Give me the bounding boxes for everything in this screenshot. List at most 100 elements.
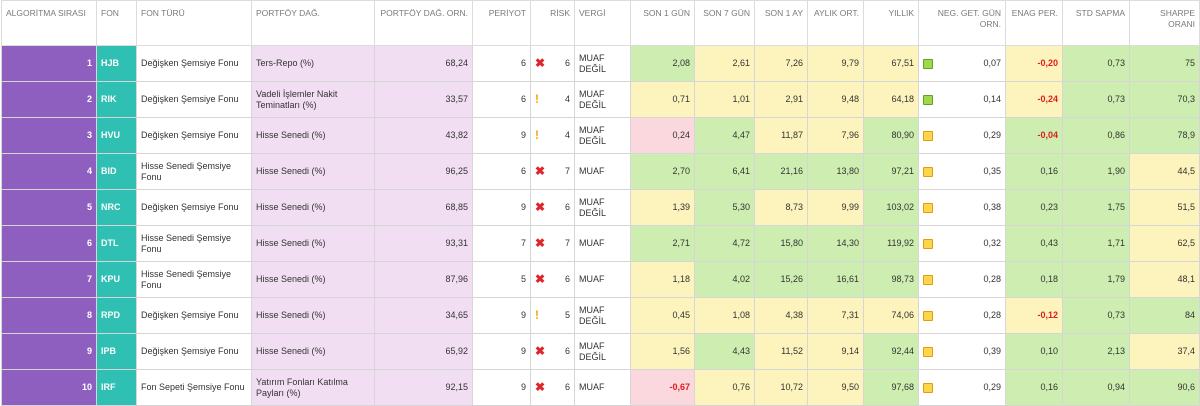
risk-cell: ✖ 6 — [530, 45, 575, 82]
risk-value: 6 — [564, 274, 570, 284]
fund-type-cell: Hisse Senedi Şemsiye Fonu — [136, 261, 252, 298]
status-square-icon — [923, 202, 933, 213]
header-std[interactable]: STD SAPMA — [1062, 0, 1130, 46]
header-periyot[interactable]: PERİYOT — [472, 0, 531, 46]
header-fon-turu[interactable]: FON TÜRÜ — [136, 0, 252, 46]
status-square-icon — [923, 238, 933, 249]
fund-code-link[interactable]: RPD — [96, 297, 137, 334]
status-square-icon — [923, 310, 933, 321]
son1-cell: -0,67 — [630, 369, 695, 406]
header-aylik[interactable]: AYLIK ORT. — [807, 0, 864, 46]
fund-code-link[interactable]: NRC — [96, 189, 137, 226]
risk-cell: ✖ 6 — [530, 189, 575, 226]
table-row[interactable]: 7 KPU Hisse Senedi Şemsiye Fonu Hisse Sened… — [1, 261, 1200, 298]
risk-value: 6 — [564, 382, 570, 392]
enag-cell: -0,20 — [1005, 45, 1063, 82]
period-cell: 9 — [472, 189, 531, 226]
table-row[interactable]: 8 RPD Değişken Şemsiye Fonu Hisse Senedi (%… — [1, 297, 1200, 334]
status-square-icon — [923, 382, 933, 393]
neg-days-cell: 0,07 — [918, 45, 1006, 82]
monthly-avg-cell: 9,99 — [807, 189, 864, 226]
portfolio-ratio-cell: 33,57 — [374, 81, 473, 118]
table-row[interactable]: 10 IRF Fon Sepeti Şemsiye Fonu Yatırım Fonl… — [1, 369, 1200, 406]
son1ay-cell: 10,72 — [754, 369, 808, 406]
portfolio-ratio-cell: 68,24 — [374, 45, 473, 82]
table-row[interactable]: 3 HVU Değişken Şemsiye Fonu Hisse Senedi (%… — [1, 117, 1200, 154]
son7-cell: 5,30 — [694, 189, 755, 226]
header-enag[interactable]: ENAG PER. — [1005, 0, 1063, 46]
monthly-avg-cell: 16,61 — [807, 261, 864, 298]
header-fon[interactable]: FON — [96, 0, 137, 46]
neg-days-value: 0,28 — [983, 274, 1001, 284]
std-dev-cell: 0,73 — [1062, 45, 1130, 82]
risk-value: 6 — [564, 346, 570, 356]
tax-cell: MUAF DEĞİL — [574, 81, 631, 118]
header-son1[interactable]: SON 1 GÜN — [630, 0, 695, 46]
tax-cell: MUAF — [574, 261, 631, 298]
x-icon: ✖ — [535, 236, 546, 250]
header-son1ay[interactable]: SON 1 AY — [754, 0, 808, 46]
table-row[interactable]: 4 BID Hisse Senedi Şemsiye Fonu Hisse Sened… — [1, 153, 1200, 190]
monthly-avg-cell: 9,50 — [807, 369, 864, 406]
period-cell: 6 — [472, 45, 531, 82]
neg-days-value: 0,35 — [983, 166, 1001, 176]
sharpe-cell: 90,6 — [1129, 369, 1200, 406]
fund-code-link[interactable]: BID — [96, 153, 137, 190]
neg-days-value: 0,29 — [983, 130, 1001, 140]
header-neg[interactable]: NEG. GET. GÜN ORN. — [918, 0, 1006, 46]
fund-type-cell: Değişken Şemsiye Fonu — [136, 333, 252, 370]
fund-code-link[interactable]: HJB — [96, 45, 137, 82]
header-sharpe[interactable]: SHARPE ORANI — [1129, 0, 1200, 46]
fund-code-link[interactable]: IRF — [96, 369, 137, 406]
portfolio-cell: Yatırım Fonları Katılma Payları (%) — [251, 369, 375, 406]
portfolio-ratio-cell: 34,65 — [374, 297, 473, 334]
std-dev-cell: 1,71 — [1062, 225, 1130, 262]
tax-cell: MUAF DEĞİL — [574, 297, 631, 334]
son1ay-cell: 4,38 — [754, 297, 808, 334]
table-row[interactable]: 9 IPB Değişken Şemsiye Fonu Hisse Senedi (%… — [1, 333, 1200, 370]
period-cell: 9 — [472, 333, 531, 370]
fund-code-link[interactable]: KPU — [96, 261, 137, 298]
son1ay-cell: 8,73 — [754, 189, 808, 226]
table-row[interactable]: 1 HJB Değişken Şemsiye Fonu Ters-Repo (%) 68… — [1, 45, 1200, 82]
enag-cell: 0,23 — [1005, 189, 1063, 226]
header-portfoy-orn[interactable]: PORTFÖY DAĞ. ORN. — [374, 0, 473, 46]
header-risk[interactable]: RİSK — [530, 0, 575, 46]
table-row[interactable]: 6 DTL Hisse Senedi Şemsiye Fonu Hisse Sened… — [1, 225, 1200, 262]
table-row[interactable]: 5 NRC Değişken Şemsiye Fonu Hisse Senedi (%… — [1, 189, 1200, 226]
table-row[interactable]: 2 RIK Değişken Şemsiye Fonu Vadeli İşlemler… — [1, 81, 1200, 118]
portfolio-ratio-cell: 43,82 — [374, 117, 473, 154]
header-portfoy-dag[interactable]: PORTFÖY DAĞ. — [251, 0, 375, 46]
x-icon: ✖ — [535, 272, 546, 286]
rank-cell: 3 — [1, 117, 97, 154]
header-rank[interactable]: ALGORİTMA SIRASI — [1, 0, 97, 46]
std-dev-cell: 1,90 — [1062, 153, 1130, 190]
fund-code-link[interactable]: DTL — [96, 225, 137, 262]
neg-days-cell: 0,39 — [918, 333, 1006, 370]
fund-code-link[interactable]: IPB — [96, 333, 137, 370]
x-icon: ✖ — [535, 380, 546, 394]
fund-code-link[interactable]: RIK — [96, 81, 137, 118]
header-yillik[interactable]: YILLIK — [863, 0, 919, 46]
monthly-avg-cell: 9,14 — [807, 333, 864, 370]
rank-cell: 5 — [1, 189, 97, 226]
tax-cell: MUAF DEĞİL — [574, 189, 631, 226]
rank-cell: 9 — [1, 333, 97, 370]
neg-days-value: 0,14 — [983, 94, 1001, 104]
status-square-icon — [923, 346, 933, 357]
yearly-cell: 97,68 — [863, 369, 919, 406]
sharpe-cell: 51,5 — [1129, 189, 1200, 226]
fund-code-link[interactable]: HVU — [96, 117, 137, 154]
risk-value: 6 — [564, 58, 570, 68]
fund-type-cell: Değişken Şemsiye Fonu — [136, 297, 252, 334]
header-vergi[interactable]: VERGİ — [574, 0, 631, 46]
exclamation-icon: ! — [535, 128, 539, 142]
son7-cell: 4,02 — [694, 261, 755, 298]
portfolio-ratio-cell: 65,92 — [374, 333, 473, 370]
sharpe-cell: 48,1 — [1129, 261, 1200, 298]
header-son7[interactable]: SON 7 GÜN — [694, 0, 755, 46]
enag-cell: 0,10 — [1005, 333, 1063, 370]
son1-cell: 2,71 — [630, 225, 695, 262]
yearly-cell: 92,44 — [863, 333, 919, 370]
